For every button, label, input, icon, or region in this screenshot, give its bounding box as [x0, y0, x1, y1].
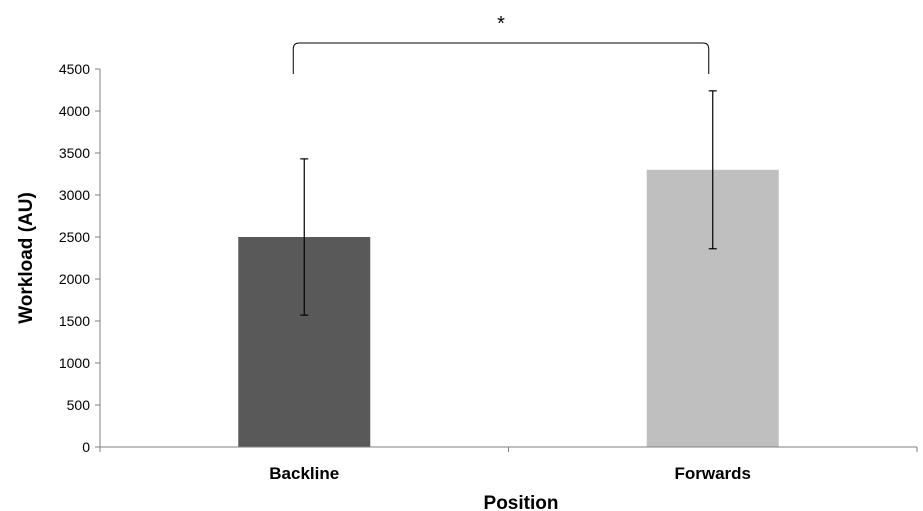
x-axis-title: Position [484, 493, 559, 511]
significance-bracket [292, 42, 710, 74]
x-category-label: Backline [269, 464, 339, 483]
x-category-label: Forwards [674, 464, 751, 483]
y-axis-title: Workload (AU) [16, 192, 37, 324]
x-axis: Backline Forwards [99, 446, 918, 483]
y-tick-label: 1000 [59, 355, 90, 371]
y-tick-label: 0 [82, 439, 90, 455]
significance-marker: * [497, 13, 505, 35]
y-tick-label: 2000 [59, 271, 90, 287]
bars [238, 90, 779, 448]
y-tick-label: 4000 [59, 103, 90, 119]
y-tick-label: 4500 [59, 61, 90, 77]
y-tick-label: 1500 [59, 313, 90, 329]
y-tick-label: 3000 [59, 187, 90, 203]
y-axis: 0 500 1000 1500 2000 2500 3000 3500 4000 4500 [59, 61, 101, 455]
y-tick-label: 500 [67, 397, 91, 413]
significance-annotation: * [292, 13, 710, 74]
y-tick-label: 3500 [59, 145, 90, 161]
y-tick-label: 2500 [59, 229, 90, 245]
